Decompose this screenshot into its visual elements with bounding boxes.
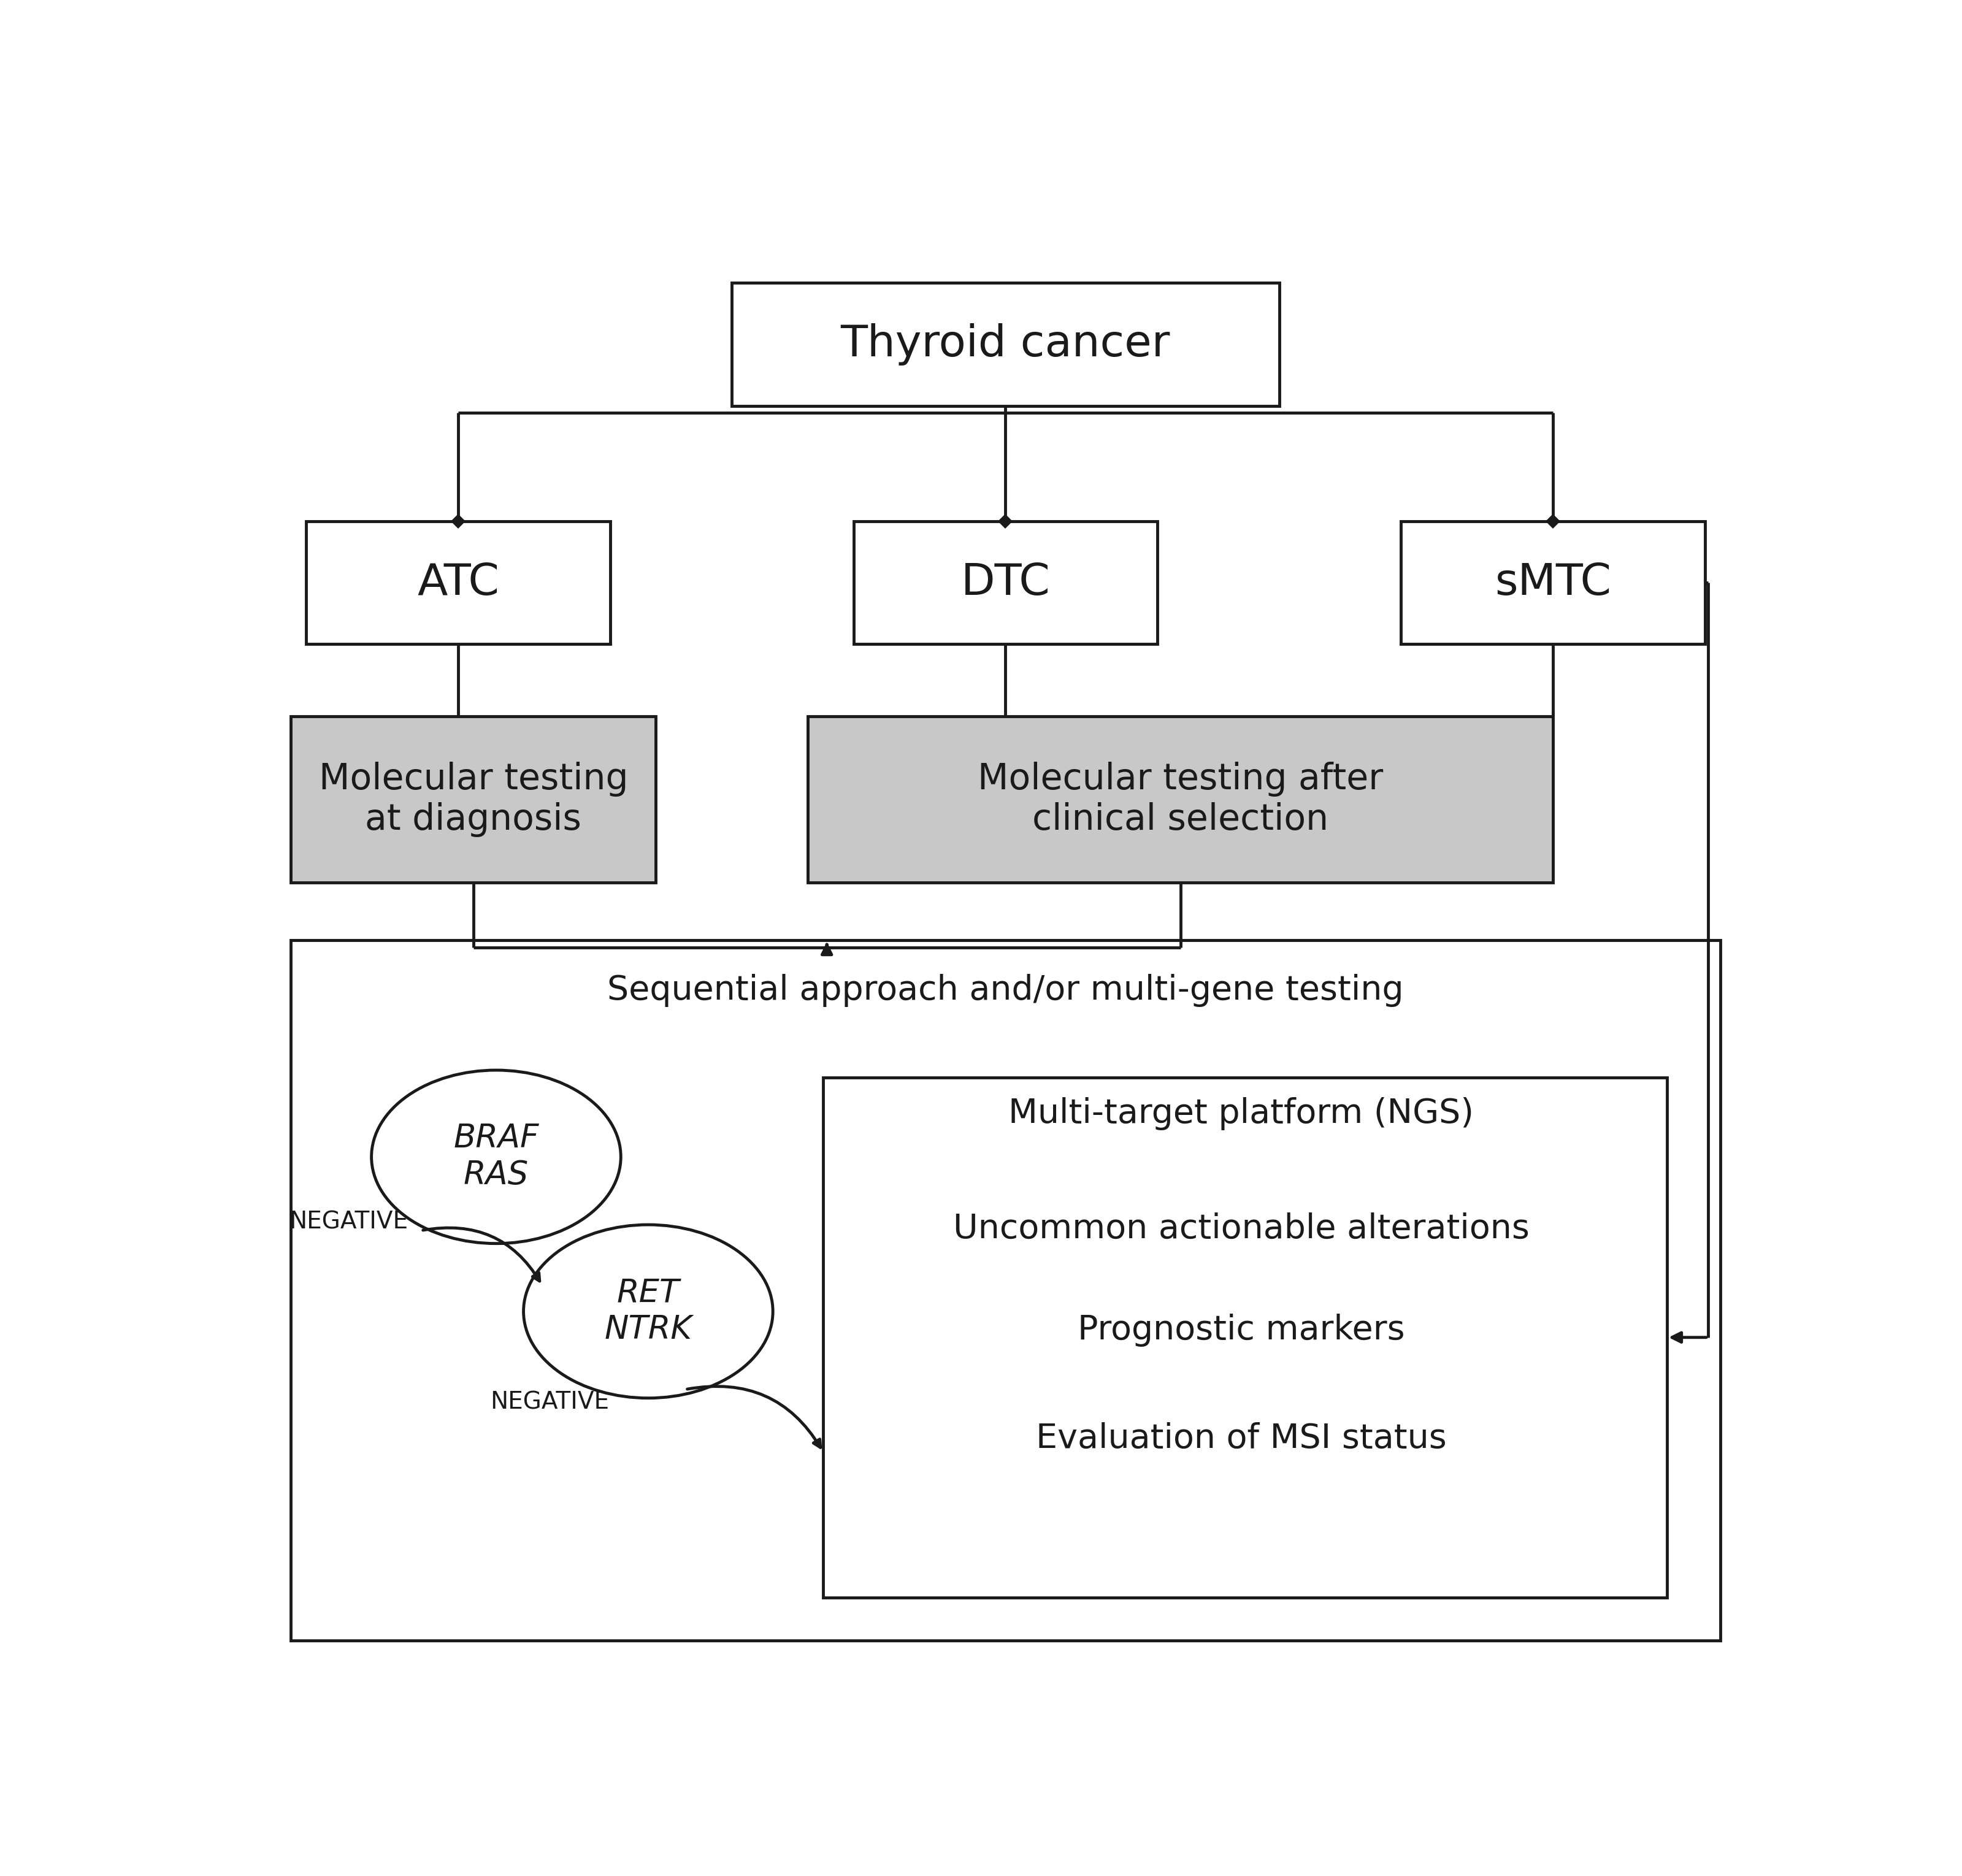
FancyBboxPatch shape <box>306 522 610 643</box>
FancyBboxPatch shape <box>290 717 655 882</box>
FancyBboxPatch shape <box>290 940 1721 1642</box>
Ellipse shape <box>524 1225 773 1398</box>
FancyBboxPatch shape <box>853 522 1158 643</box>
Text: Multi-target platform (NGS): Multi-target platform (NGS) <box>1008 1097 1473 1129</box>
Text: Molecular testing
at diagnosis: Molecular testing at diagnosis <box>318 762 628 837</box>
Text: Thyroid cancer: Thyroid cancer <box>840 323 1171 366</box>
FancyBboxPatch shape <box>808 717 1552 882</box>
Text: ATC: ATC <box>418 561 498 604</box>
FancyBboxPatch shape <box>1401 522 1705 643</box>
Text: Evaluation of MSI status: Evaluation of MSI status <box>1036 1422 1446 1456</box>
FancyBboxPatch shape <box>732 283 1279 405</box>
Text: RET
NTRK: RET NTRK <box>604 1278 693 1345</box>
Text: DTC: DTC <box>961 561 1050 604</box>
Text: Uncommon actionable alterations: Uncommon actionable alterations <box>954 1212 1530 1246</box>
Text: Prognostic markers: Prognostic markers <box>1077 1313 1405 1347</box>
Text: Sequential approach and/or multi-gene testing: Sequential approach and/or multi-gene te… <box>608 974 1403 1007</box>
FancyBboxPatch shape <box>824 1077 1668 1598</box>
Text: sMTC: sMTC <box>1495 561 1611 604</box>
Text: NEGATIVE: NEGATIVE <box>288 1210 408 1234</box>
Text: NEGATIVE: NEGATIVE <box>491 1390 608 1415</box>
Text: Molecular testing after
clinical selection: Molecular testing after clinical selecti… <box>977 762 1383 837</box>
Text: BRAF
RAS: BRAF RAS <box>453 1122 540 1191</box>
Ellipse shape <box>371 1069 620 1244</box>
